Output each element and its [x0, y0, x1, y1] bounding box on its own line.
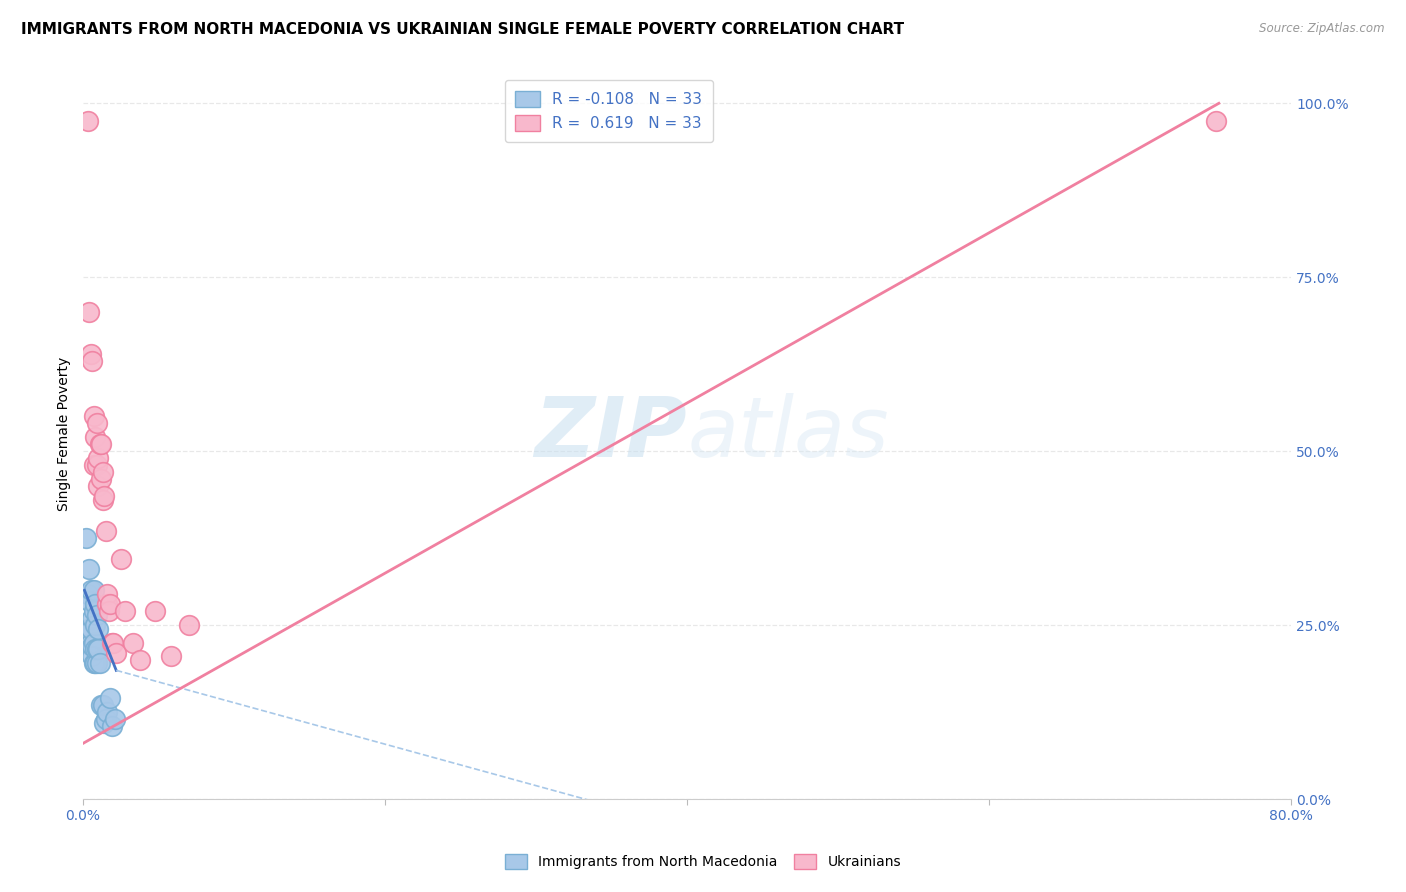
Point [76, 622, 98, 636]
Point [105, 646, 128, 660]
Point [80, 649, 103, 664]
Point [91, 465, 114, 479]
Text: atlas: atlas [688, 393, 889, 475]
Point [87, 451, 110, 466]
Point [89, 657, 111, 671]
Point [77, 562, 100, 576]
Point [83, 458, 105, 472]
Point [90, 472, 112, 486]
Point [90, 437, 112, 451]
Point [86, 417, 108, 431]
Point [79, 635, 101, 649]
Point [100, 719, 122, 733]
Point [98, 691, 121, 706]
Point [86, 642, 108, 657]
Point [83, 604, 105, 618]
Text: Source: ZipAtlas.com: Source: ZipAtlas.com [1260, 22, 1385, 36]
Point [91, 492, 114, 507]
Point [114, 604, 136, 618]
Point [98, 597, 121, 611]
Point [159, 649, 181, 664]
Point [80, 353, 103, 368]
Point [86, 607, 108, 622]
Point [79, 622, 101, 636]
Point [94, 524, 117, 539]
Text: IMMIGRANTS FROM NORTH MACEDONIA VS UKRAINIAN SINGLE FEMALE POVERTY CORRELATION C: IMMIGRANTS FROM NORTH MACEDONIA VS UKRAI… [21, 22, 904, 37]
Point [76, 587, 98, 601]
Point [97, 604, 120, 618]
Point [83, 583, 105, 598]
Point [79, 347, 101, 361]
Point [84, 430, 107, 444]
Point [104, 712, 127, 726]
Point [87, 622, 110, 636]
Point [77, 594, 100, 608]
Point [79, 583, 101, 598]
Point [177, 618, 200, 632]
Text: ZIP: ZIP [534, 393, 688, 475]
Point [86, 458, 108, 472]
Point [110, 552, 132, 566]
Point [129, 653, 152, 667]
Legend: R = -0.108   N = 33, R =  0.619   N = 33: R = -0.108 N = 33, R = 0.619 N = 33 [505, 79, 713, 142]
Point [96, 597, 118, 611]
Point [83, 657, 105, 671]
Point [84, 597, 107, 611]
Point [90, 698, 112, 713]
Point [96, 587, 118, 601]
Point [96, 705, 118, 719]
Point [83, 635, 105, 649]
Point [86, 657, 108, 671]
Point [80, 611, 103, 625]
Point [76, 113, 98, 128]
Point [93, 715, 115, 730]
Point [1205, 113, 1227, 128]
Point [93, 490, 115, 504]
Point [94, 712, 117, 726]
Point [145, 604, 167, 618]
Point [77, 305, 100, 319]
Point [83, 409, 105, 424]
Point [84, 657, 107, 671]
Point [87, 642, 110, 657]
Point [75, 531, 97, 545]
Legend: Immigrants from North Macedonia, Ukrainians: Immigrants from North Macedonia, Ukraini… [498, 847, 908, 876]
Point [91, 698, 114, 713]
Point [121, 635, 143, 649]
Point [100, 635, 122, 649]
Y-axis label: Single Female Poverty: Single Female Poverty [58, 357, 72, 511]
Point [84, 642, 107, 657]
Point [103, 635, 125, 649]
Point [89, 437, 111, 451]
Point [80, 639, 103, 653]
Point [84, 618, 107, 632]
Point [87, 479, 110, 493]
